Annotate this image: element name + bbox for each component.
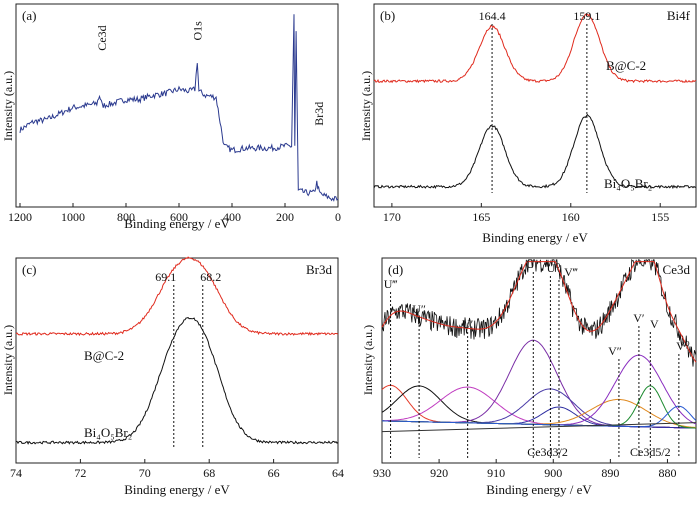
panel-d-raw-spectrum bbox=[381, 258, 697, 367]
panel-c-x-tick-label: 74 bbox=[10, 466, 22, 480]
panel-d-fit-envelope bbox=[381, 261, 697, 363]
panel-c-series-line bbox=[15, 317, 339, 445]
panel-c-peak-label: 68.2 bbox=[200, 270, 221, 284]
panel-c-label: (c) bbox=[22, 262, 36, 277]
panel-a-survey-line bbox=[19, 14, 339, 202]
panel-d-x-tick-label: 910 bbox=[487, 466, 505, 480]
panel-d-peak-label: V⁰ bbox=[676, 339, 690, 353]
panel-d-peak-label: U″ bbox=[412, 302, 426, 316]
panel-c-frame bbox=[15, 257, 339, 464]
panel-b-series-line bbox=[373, 13, 697, 84]
panel-d-spin-orbit-label: Ce3d3/2 bbox=[527, 445, 568, 459]
panel-a-x-tick-label: 400 bbox=[223, 210, 241, 224]
panel-d-ce3d: (d) Ce3d 930 920 910 900 890 880 U‴ U″ U′ U U⁰ V‴ V… bbox=[361, 257, 697, 497]
panel-c-x-tick-label: 68 bbox=[203, 466, 215, 480]
panel-b-title: Bi4f bbox=[667, 8, 691, 23]
panel-c-x-tick-label: 72 bbox=[74, 466, 86, 480]
panel-a-x-tick-label: 800 bbox=[117, 210, 135, 224]
panel-d-spin-orbit-label: Ce3d5/2 bbox=[630, 445, 671, 459]
panel-d-x-tick-label: 890 bbox=[601, 466, 619, 480]
panel-a-x-tick-label: 200 bbox=[276, 210, 294, 224]
panel-a-x-tick-label: 0 bbox=[335, 210, 341, 224]
panel-c-peak-label: 69.1 bbox=[155, 270, 176, 284]
panel-b-peak-label: 159.1 bbox=[573, 9, 600, 23]
panel-a-frame bbox=[15, 3, 339, 208]
panel-b-series-line bbox=[373, 113, 697, 190]
panel-b-x-tick-label: 160 bbox=[562, 210, 580, 224]
panel-c-x-tick-label: 64 bbox=[332, 466, 344, 480]
panel-c-series-label: Bi₄O₅Br₂ bbox=[84, 425, 132, 440]
panel-d-peak-label: V″ bbox=[608, 344, 622, 358]
panel-b-y-axis-label: Intensity (a.u.) bbox=[359, 71, 373, 141]
panel-a-x-tick-label: 1000 bbox=[61, 210, 85, 224]
panel-d-peak-label: U′ bbox=[462, 317, 474, 331]
panel-d-label: (d) bbox=[388, 262, 403, 277]
panel-b-x-axis-label: Binding energy / eV bbox=[482, 230, 588, 245]
panel-d-title: Ce3d bbox=[663, 262, 691, 277]
panel-a-x-axis-label: Binding energy / eV bbox=[124, 216, 230, 231]
panel-d-x-tick-label: 880 bbox=[658, 466, 676, 480]
panel-c-series-line bbox=[15, 256, 339, 337]
panel-b-x-tick-label: 170 bbox=[383, 210, 401, 224]
panel-d-peak-label: U⁰ bbox=[547, 261, 561, 275]
panel-d-x-tick-label: 920 bbox=[430, 466, 448, 480]
panel-a-peak-label: Ce3d bbox=[95, 25, 109, 50]
panel-d-peak-label: U‴ bbox=[384, 277, 398, 291]
panel-c-x-axis-label: Binding energy / eV bbox=[124, 482, 230, 497]
panel-d-component-peak bbox=[382, 339, 696, 429]
panel-b-frame bbox=[373, 3, 697, 208]
panel-d-peak-label: V‴ bbox=[564, 265, 578, 279]
panel-b-series-label: Bi₄O₅Br₂ bbox=[604, 176, 652, 191]
panel-d-component-peak bbox=[382, 405, 697, 428]
panel-a-label: (a) bbox=[22, 8, 36, 23]
panel-d-x-axis-label: Binding energy / eV bbox=[486, 482, 592, 497]
panel-c-y-axis-label: Intensity (a.u.) bbox=[1, 325, 15, 395]
panel-d-x-tick-label: 930 bbox=[373, 466, 391, 480]
panel-d-background-line bbox=[381, 422, 697, 433]
panel-c-series-label: B@C-2 bbox=[84, 348, 124, 363]
panel-b-x-tick-label: 155 bbox=[651, 210, 669, 224]
panel-d-frame bbox=[381, 257, 697, 464]
panel-a-peak-label: O1s bbox=[190, 21, 204, 41]
panel-c-x-tick-label: 70 bbox=[139, 466, 151, 480]
panel-b-bi4f: (b) Bi4f 170 165 160 155 B@C-2 Bi₄O₅Br₂ 164.… bbox=[359, 3, 697, 245]
panel-c-title: Br3d bbox=[306, 262, 333, 277]
panel-b-series-label: B@C-2 bbox=[606, 58, 646, 73]
panel-b-label: (b) bbox=[380, 8, 395, 23]
panel-a-peak-label: Br3d bbox=[312, 102, 326, 126]
panel-d-peak-label: V bbox=[650, 317, 659, 331]
panel-c-x-tick-label: 66 bbox=[268, 466, 280, 480]
panel-d-x-tick-label: 900 bbox=[544, 466, 562, 480]
panel-d-y-axis-label: Intensity (a.u.) bbox=[361, 325, 375, 395]
panel-d-peak-label: V′ bbox=[633, 311, 645, 325]
panel-a-x-tick-label: 600 bbox=[170, 210, 188, 224]
panel-c-br3d: (c) Br3d 74 72 70 68 66 64 B@C-2 Bi₄O₅Br₂ 69.1… bbox=[1, 256, 344, 497]
panel-b-peak-label: 164.4 bbox=[479, 9, 506, 23]
panel-a-x-tick-label: 1200 bbox=[8, 210, 32, 224]
panel-d-peak-label: U bbox=[526, 257, 535, 271]
panel-b-x-tick-label: 165 bbox=[472, 210, 490, 224]
panel-a-y-axis-label: Intensity (a.u.) bbox=[1, 71, 15, 141]
